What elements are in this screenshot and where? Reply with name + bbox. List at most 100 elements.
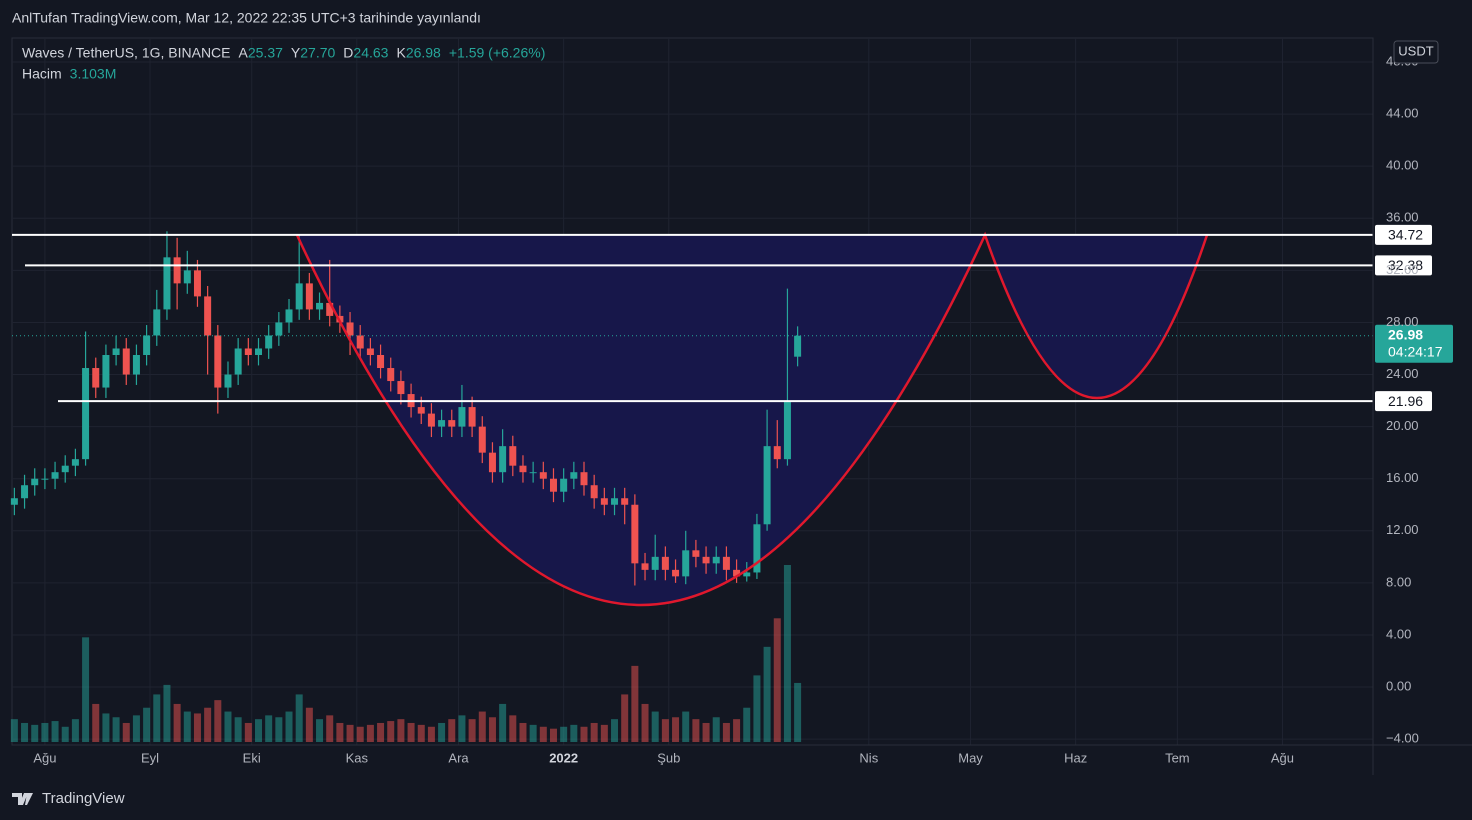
candle-body (173, 257, 181, 284)
volume-bar (122, 722, 130, 742)
volume-bar (611, 719, 619, 742)
volume-bar (173, 703, 181, 742)
candle-body (132, 354, 140, 375)
candle-body (438, 420, 446, 427)
volume-bar (763, 646, 771, 742)
volume-bar (478, 711, 486, 742)
volume-label: Hacim (22, 66, 62, 82)
volume-bar (92, 703, 100, 742)
volume-bar (651, 711, 659, 742)
volume-bar (641, 703, 649, 742)
volume-bar (143, 707, 151, 742)
volume-bar (326, 715, 334, 742)
volume-bar (783, 565, 791, 742)
candle-body (295, 283, 303, 310)
candle-body (743, 572, 751, 577)
volume-bar (580, 726, 588, 742)
candle-body (488, 452, 496, 473)
candle-body (224, 374, 232, 388)
volume-bar (702, 722, 710, 742)
volume-bar (488, 717, 496, 742)
volume-bar (336, 722, 344, 742)
volume-bar (570, 724, 578, 742)
volume-bar (51, 721, 59, 742)
candle-body (214, 335, 222, 388)
candle-body (499, 446, 507, 473)
x-tick-label: Ağu (1271, 750, 1294, 765)
logo (12, 793, 33, 805)
candle-body (641, 563, 649, 570)
volume-bar (316, 719, 324, 742)
volume-bar (102, 713, 110, 742)
candle-body (549, 478, 557, 492)
candle-body (71, 459, 79, 466)
volume-bar (305, 707, 313, 742)
volume-bar (387, 721, 395, 742)
candle-body (244, 348, 252, 355)
currency: USDT (1398, 43, 1433, 58)
legend-value: A (239, 45, 249, 61)
y-tick-label: 24.00 (1386, 366, 1419, 381)
x-tick-label: Ağu (33, 750, 56, 765)
volume-bar (244, 722, 252, 742)
volume-bar (265, 715, 273, 742)
y-tick-label: 20.00 (1386, 418, 1419, 433)
volume-bar (743, 707, 751, 742)
candle-body (611, 498, 619, 505)
level-badge (1375, 391, 1432, 412)
legend-value: Y (291, 45, 301, 61)
volume-bar (722, 722, 730, 742)
volume-bar (590, 722, 598, 742)
candle-body (560, 478, 568, 492)
volume-bar (672, 717, 680, 742)
legend-value: 26.98 (406, 45, 441, 61)
candle-body (529, 472, 537, 474)
volume-bar (600, 724, 608, 742)
candle-body (234, 348, 242, 375)
volume-bar (153, 694, 161, 742)
level-label: 21.96 (1388, 393, 1423, 409)
candle-body (600, 498, 608, 505)
volume-bar (468, 719, 476, 742)
candle-body (183, 270, 191, 284)
candle-body (468, 407, 476, 427)
candle-body (326, 302, 334, 316)
volume-bar (254, 719, 262, 742)
legend-value: D (343, 45, 353, 61)
volume-bar (417, 724, 425, 742)
level-badge (1375, 255, 1432, 276)
volume-bar (549, 728, 557, 742)
volume-bar (529, 724, 537, 742)
volume-bar (295, 694, 303, 742)
candle-body (356, 335, 364, 349)
legend-value: 27.70 (300, 45, 335, 61)
candle-body (661, 556, 669, 570)
candle-body (712, 556, 720, 564)
candle-body (539, 472, 547, 479)
candle-body (722, 556, 730, 570)
volume-bar (692, 719, 700, 742)
candle-body (265, 335, 273, 349)
volume-bar (82, 637, 90, 742)
volume-bar (346, 724, 354, 742)
volume-bar (448, 719, 456, 742)
candle-body (112, 348, 120, 355)
volume-bar (631, 665, 639, 742)
marks (10, 231, 802, 742)
volume-bar (10, 719, 18, 742)
legend-value: 25.37 (248, 45, 283, 61)
candle-body (580, 472, 588, 486)
y-tick-label: 8.00 (1386, 574, 1411, 589)
axis: −4.00 0.00 4.00 8.00 12.00 16.00 20.00 24.00 28.… (33, 53, 1419, 765)
cup-handle-curve (295, 231, 1209, 606)
volume-bar (773, 618, 781, 742)
symbol: Waves / TetherUS, 1G, BINANCE (22, 45, 231, 61)
candle-body (61, 465, 69, 473)
candle-body (254, 348, 262, 355)
volume-bar (539, 726, 547, 742)
candle-body (682, 550, 690, 577)
candle-body (163, 257, 171, 310)
volume-bar (41, 722, 49, 742)
volume-bar (183, 711, 191, 742)
